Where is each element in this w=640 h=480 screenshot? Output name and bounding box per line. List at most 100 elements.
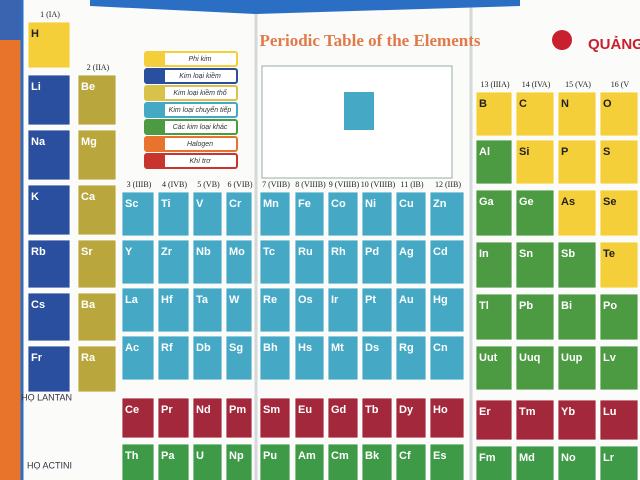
element-symbol: Rg xyxy=(399,342,414,354)
element-tile xyxy=(225,397,253,439)
element-tile xyxy=(557,445,597,480)
element-tile xyxy=(27,74,71,126)
element-symbol: In xyxy=(479,248,489,260)
element-tile xyxy=(515,293,555,341)
element-tile xyxy=(395,335,427,381)
element-symbol: Pd xyxy=(365,246,379,258)
element-tile xyxy=(557,399,597,441)
group-label: 11 (IB) xyxy=(400,180,423,189)
element-symbol: Uut xyxy=(479,352,498,364)
element-symbol: Zn xyxy=(433,198,447,210)
element-symbol: Db xyxy=(196,342,211,354)
element-tile xyxy=(259,335,291,381)
element-tile xyxy=(294,443,325,480)
group-label: 13 (IIIA) xyxy=(480,80,509,89)
group-label: 10 (VIIIB) xyxy=(361,180,396,189)
element-tile xyxy=(27,345,71,393)
element-symbol: As xyxy=(561,196,575,208)
element-tile xyxy=(557,293,597,341)
element-symbol: Pa xyxy=(161,450,175,462)
element-tile xyxy=(225,239,253,285)
element-tile xyxy=(327,335,359,381)
element-tile xyxy=(121,335,155,381)
element-tile xyxy=(599,189,639,237)
element-tile xyxy=(77,345,117,393)
element-symbol: Ds xyxy=(365,342,379,354)
element-symbol: B xyxy=(479,98,487,110)
element-tile xyxy=(361,397,393,439)
element-tile xyxy=(27,292,71,342)
element-symbol: Os xyxy=(298,294,313,306)
element-symbol: K xyxy=(31,191,39,203)
element-symbol: Sb xyxy=(561,248,575,260)
legend-label: Halogen xyxy=(187,141,213,148)
element-tile xyxy=(361,239,393,285)
element-symbol: Ru xyxy=(298,246,313,258)
element-tile xyxy=(192,191,223,237)
legend-color xyxy=(145,69,165,83)
element-tile xyxy=(599,241,639,289)
element-tile xyxy=(157,397,190,439)
element-symbol: Ti xyxy=(161,198,171,210)
element-symbol: Pb xyxy=(519,300,533,312)
element-tile xyxy=(157,191,190,237)
element-symbol: Bk xyxy=(365,450,380,462)
element-symbol: Cf xyxy=(399,450,411,462)
element-tile xyxy=(294,191,325,237)
element-symbol: Se xyxy=(603,196,616,208)
element-tile xyxy=(192,335,223,381)
element-symbol: H xyxy=(31,28,39,40)
legend-color xyxy=(145,52,165,66)
element-symbol: Sr xyxy=(81,246,93,258)
element-tile xyxy=(599,445,639,480)
group-label: 12 (IIB) xyxy=(435,180,461,189)
element-symbol: Sm xyxy=(263,404,280,416)
element-tile xyxy=(294,397,325,439)
element-symbol: Mg xyxy=(81,136,97,148)
group-label: 5 (VB) xyxy=(197,180,220,189)
element-tile xyxy=(77,184,117,236)
element-symbol: Uup xyxy=(561,352,583,364)
element-tile xyxy=(557,189,597,237)
element-symbol: Yb xyxy=(561,406,575,418)
element-tile xyxy=(475,293,513,341)
element-symbol: Hg xyxy=(433,294,448,306)
element-symbol: Tc xyxy=(263,246,275,258)
element-symbol: S xyxy=(603,146,610,158)
element-symbol: Hf xyxy=(161,294,173,306)
element-symbol: Lv xyxy=(603,352,617,364)
element-symbol: Te xyxy=(603,248,615,260)
element-tile xyxy=(429,287,465,333)
element-symbol: U xyxy=(196,450,204,462)
element-symbol: W xyxy=(229,294,240,306)
element-symbol: Mn xyxy=(263,198,279,210)
legend-color xyxy=(145,120,165,134)
element-tile xyxy=(557,345,597,391)
group-label: 9 (VIIIB) xyxy=(329,180,360,189)
group-label: 1 (IA) xyxy=(40,10,60,19)
element-symbol: Cs xyxy=(31,299,45,311)
element-tile xyxy=(77,292,117,342)
element-tile xyxy=(599,91,639,137)
element-symbol: Mt xyxy=(331,342,344,354)
element-symbol: Ta xyxy=(196,294,209,306)
element-tile xyxy=(157,287,190,333)
group-label: 6 (VIB) xyxy=(227,180,252,189)
element-tile xyxy=(475,139,513,185)
brand: QUẢNG xyxy=(588,36,640,53)
element-symbol: Md xyxy=(519,452,535,464)
element-symbol: Uuq xyxy=(519,352,540,364)
element-tile xyxy=(294,335,325,381)
element-symbol: Au xyxy=(399,294,414,306)
element-symbol: Fm xyxy=(479,452,496,464)
element-symbol: Dy xyxy=(399,404,414,416)
legend-label: Kim loại kiềm thổ xyxy=(173,88,227,97)
element-symbol: Eu xyxy=(298,404,312,416)
legend-label: Kim loại chuyển tiếp xyxy=(169,106,232,114)
element-symbol: Sn xyxy=(519,248,533,260)
element-symbol: Ge xyxy=(519,196,534,208)
element-tile xyxy=(395,191,427,237)
element-tile xyxy=(395,239,427,285)
group-label: 4 (IVB) xyxy=(162,180,187,189)
element-tile xyxy=(259,443,291,480)
